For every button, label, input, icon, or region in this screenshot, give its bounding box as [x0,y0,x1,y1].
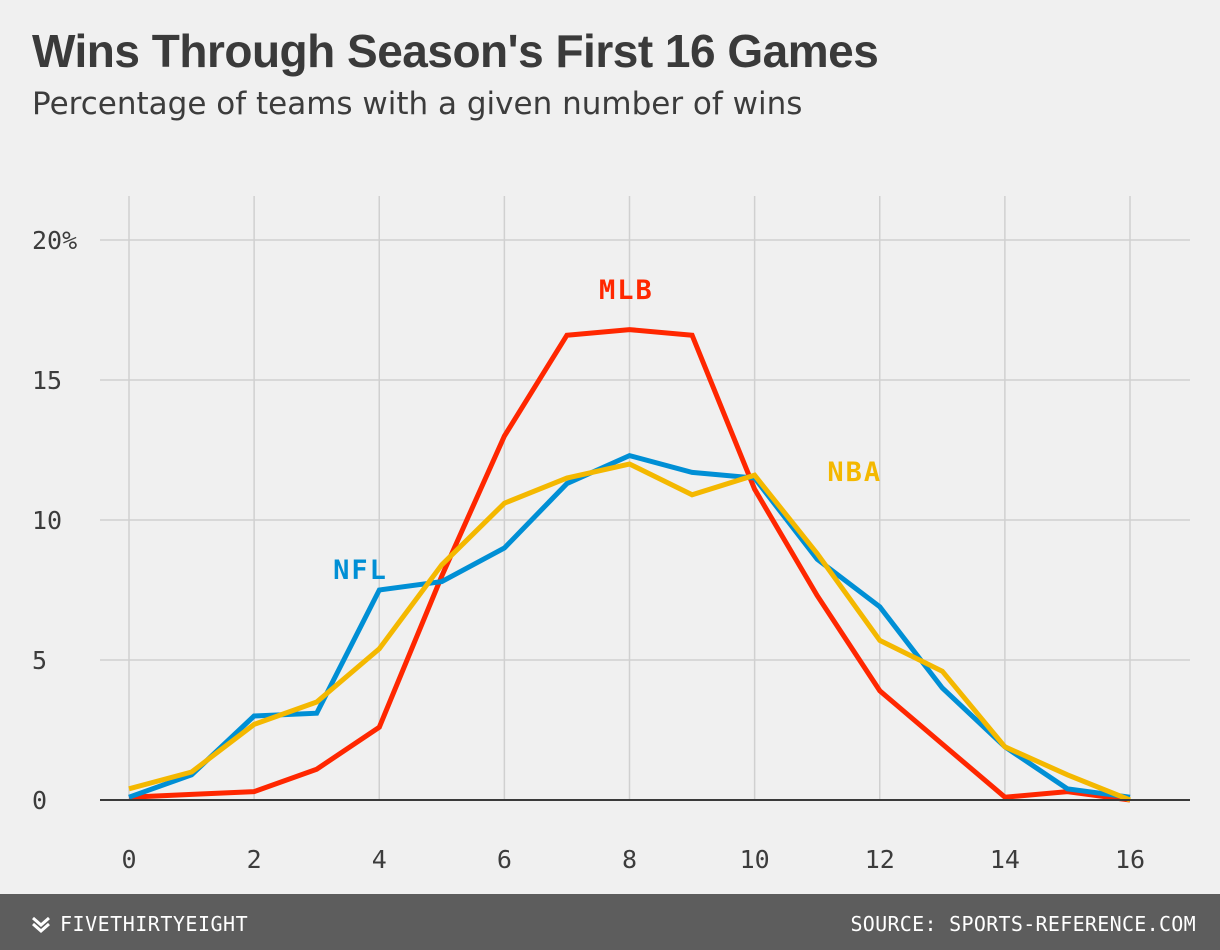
y-tick-label: 20% [32,226,77,255]
series-line-mlb [128,327,1131,803]
brand: FIVETHIRTYEIGHT [30,912,248,936]
y-tick-label: 0 [32,786,47,815]
fivethirtyeight-chevron-icon [32,916,50,933]
source-credit: SOURCE: SPORTS-REFERENCE.COM [850,912,1196,936]
x-tick-label: 6 [497,845,512,874]
series-line-nfl [128,452,1131,800]
chart-title: Wins Through Season's First 16 Games [32,25,879,77]
x-tick-label: 16 [1115,845,1145,874]
y-tick-label: 10 [32,506,62,535]
series-label-mlb: MLB [599,275,654,306]
series-label-nfl: NFL [333,555,388,586]
y-tick-label: 15 [32,366,62,395]
chart-subtitle: Percentage of teams with a given number … [32,86,803,122]
x-tick-label: 4 [372,845,387,874]
series-line-nba [128,461,1131,803]
y-tick-label: 5 [32,646,47,675]
brand-name: FIVETHIRTYEIGHT [60,912,249,936]
x-tick-label: 2 [247,845,262,874]
line-chart: 0 5 10 15 20% 0 2 4 6 8 10 12 14 16 MLB NFL NBA [32,196,1190,874]
x-tick-label: 12 [865,845,895,874]
series-label-nba: NBA [827,457,882,488]
footer-bar: FIVETHIRTYEIGHT SOURCE: SPORTS-REFERENCE… [0,894,1220,950]
x-tick-label: 10 [740,845,770,874]
x-tick-label: 8 [622,845,637,874]
x-tick-label: 14 [990,845,1020,874]
x-tick-label: 0 [121,845,136,874]
